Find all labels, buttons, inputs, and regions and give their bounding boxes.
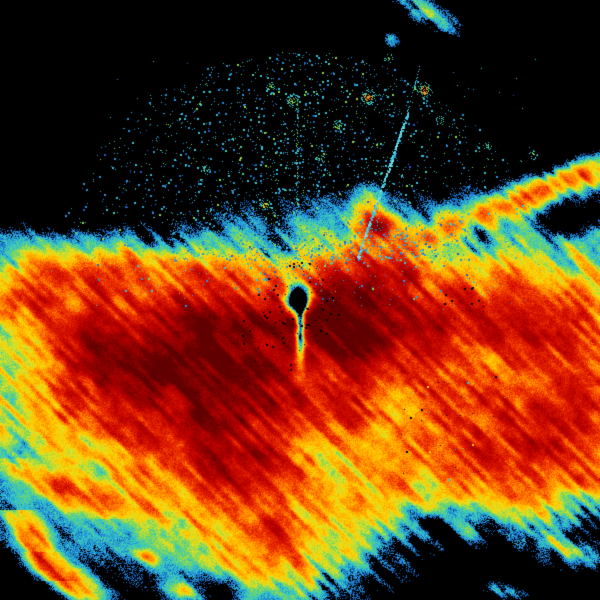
radar-reflectivity-canvas	[0, 0, 600, 600]
screen: { "radar": { "width": 600, "height": 600…	[0, 0, 600, 600]
radar-display	[0, 0, 600, 600]
